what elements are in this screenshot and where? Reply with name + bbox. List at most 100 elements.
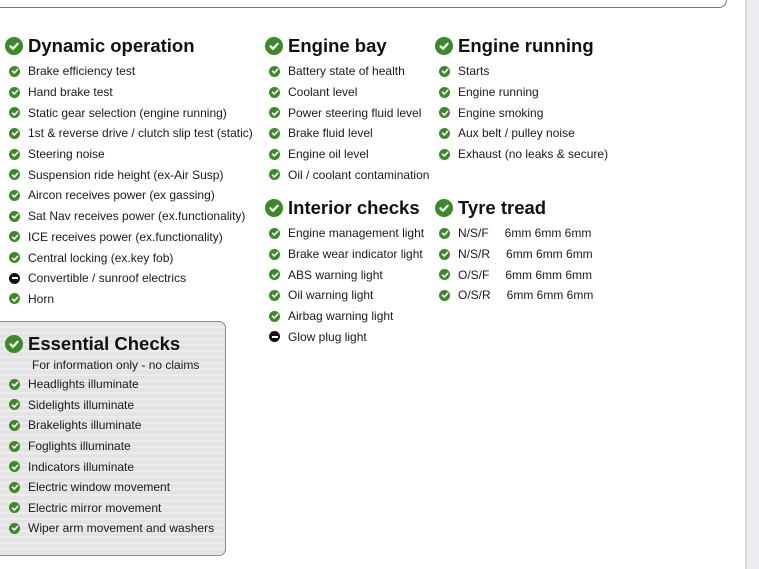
check-item: Sidelights illuminate bbox=[5, 395, 214, 416]
check-item-label: Indicators illuminate bbox=[28, 459, 135, 474]
check-item-label: Sat Nav receives power (ex.functionality… bbox=[28, 209, 246, 224]
check-item-label: O/S/F bbox=[458, 267, 490, 282]
check-circle-icon bbox=[9, 189, 20, 201]
section-essential-checks: Essential Checks For information only - n… bbox=[5, 331, 214, 539]
check-item: Suspension ride height (ex-Air Susp) bbox=[5, 164, 253, 185]
check-circle-icon bbox=[269, 289, 280, 301]
check-item: Aircon receives power (ex gassing) bbox=[5, 185, 253, 206]
check-item: Electric window movement bbox=[5, 477, 214, 498]
check-item-label: Engine smoking bbox=[458, 105, 544, 120]
check-item: Central locking (ex.key fob) bbox=[5, 247, 253, 268]
section-title-text: Essential Checks bbox=[28, 333, 181, 354]
check-circle-icon bbox=[9, 127, 20, 139]
check-item-label: Central locking (ex.key fob) bbox=[28, 250, 174, 265]
section-title-text: Engine running bbox=[458, 35, 594, 56]
check-item-label: Brake fluid level bbox=[288, 126, 373, 141]
check-circle-icon bbox=[435, 37, 453, 55]
check-item-label: Electric mirror movement bbox=[28, 500, 162, 515]
info-note: For information only - no claims bbox=[32, 358, 200, 372]
section-title-text: Engine bay bbox=[288, 35, 387, 56]
check-item-label: Starts bbox=[458, 64, 490, 79]
check-circle-icon bbox=[439, 227, 450, 239]
essential-checks-panel bbox=[0, 321, 226, 556]
check-item-label: Oil / coolant contamination bbox=[288, 167, 430, 182]
check-item-label: Brakelights illuminate bbox=[28, 418, 142, 433]
check-circle-icon bbox=[9, 148, 20, 160]
tread-depth: 6mm 6mm 6mm bbox=[505, 267, 593, 282]
check-item-label: ICE receives power (ex.functionality) bbox=[28, 229, 223, 244]
section-title: Interior checks bbox=[265, 195, 424, 221]
check-item: ABS warning light bbox=[265, 264, 424, 285]
check-circle-icon bbox=[9, 169, 20, 181]
check-item: ICE receives power (ex.functionality) bbox=[5, 227, 253, 248]
check-item: Sat Nav receives power (ex.functionality… bbox=[5, 206, 253, 227]
check-item-label: Brake efficiency test bbox=[28, 64, 136, 79]
check-circle-icon bbox=[435, 199, 453, 217]
check-item: Foglights illuminate bbox=[5, 436, 214, 457]
check-item-label: Electric window movement bbox=[28, 480, 171, 495]
check-item-label: N/S/F bbox=[458, 226, 489, 241]
section-title-text: Tyre tread bbox=[458, 197, 547, 218]
check-item: Headlights illuminate bbox=[5, 374, 214, 395]
section-interior-checks: Interior checks Engine management light Br… bbox=[265, 195, 424, 347]
check-item: Battery state of health bbox=[265, 61, 429, 82]
check-item: Indicators illuminate bbox=[5, 456, 214, 477]
check-item-label: Sidelights illuminate bbox=[28, 397, 135, 412]
check-circle-icon bbox=[269, 227, 280, 239]
check-circle-icon bbox=[439, 148, 450, 160]
section-title: Tyre tread bbox=[435, 195, 593, 221]
check-item-label: Aux belt / pulley noise bbox=[458, 126, 575, 141]
section-title-text: Interior checks bbox=[288, 197, 420, 218]
section-title: Engine running bbox=[435, 33, 608, 59]
check-item-label: Foglights illuminate bbox=[28, 439, 131, 454]
check-circle-icon bbox=[5, 37, 23, 55]
check-item-label: Glow plug light bbox=[288, 329, 367, 344]
tread-depth: 6mm 6mm 6mm bbox=[506, 288, 594, 303]
check-item-label: O/S/R bbox=[458, 288, 491, 303]
check-circle-icon bbox=[265, 37, 283, 55]
check-item: Exhaust (no leaks & secure) bbox=[435, 144, 608, 165]
check-item: N/S/F 6mm 6mm 6mm bbox=[435, 223, 593, 244]
check-item-label: 1st & reverse drive / clutch slip test (… bbox=[28, 126, 253, 141]
check-item: Airbag warning light bbox=[265, 306, 424, 327]
check-item: Coolant level bbox=[265, 82, 429, 103]
check-circle-icon bbox=[269, 269, 280, 281]
check-circle-icon bbox=[9, 65, 20, 77]
check-circle-icon bbox=[9, 378, 20, 390]
check-item-label: Engine management light bbox=[288, 226, 425, 241]
check-circle-icon bbox=[9, 231, 20, 243]
check-circle-icon bbox=[9, 461, 20, 473]
check-item-label: N/S/R bbox=[458, 247, 491, 262]
check-circle-icon bbox=[439, 86, 450, 98]
check-circle-icon bbox=[439, 248, 450, 260]
check-item-label: Convertible / sunroof electrics bbox=[28, 271, 187, 286]
check-item-label: Oil warning light bbox=[288, 288, 374, 303]
check-circle-icon bbox=[9, 293, 20, 305]
check-circle-icon bbox=[269, 65, 280, 77]
check-item: Static gear selection (engine running) bbox=[5, 102, 253, 123]
check-circle-icon bbox=[5, 335, 23, 353]
section-title: Dynamic operation bbox=[5, 33, 253, 59]
top-panel bbox=[0, 0, 727, 8]
check-item-label: Brake wear indicator light bbox=[288, 247, 423, 262]
check-circle-icon bbox=[269, 86, 280, 98]
check-item: Starts bbox=[435, 61, 608, 82]
check-item: Engine oil level bbox=[265, 144, 429, 165]
check-item-label: Engine oil level bbox=[288, 147, 369, 162]
check-circle-icon bbox=[9, 107, 20, 119]
check-circle-icon bbox=[9, 210, 20, 222]
check-item-label: Hand brake test bbox=[28, 85, 113, 100]
not-applicable-icon bbox=[9, 272, 20, 284]
check-circle-icon bbox=[9, 522, 20, 534]
check-circle-icon bbox=[439, 127, 450, 139]
section-title: Essential Checks bbox=[5, 331, 214, 357]
section-engine-running: Engine running Starts Engine running Engine… bbox=[435, 33, 608, 164]
scrollbar[interactable] bbox=[745, 0, 759, 569]
check-item: Power steering fluid level bbox=[265, 102, 429, 123]
check-circle-icon bbox=[9, 481, 20, 493]
check-item: Hand brake test bbox=[5, 82, 253, 103]
check-item: O/S/R 6mm 6mm 6mm bbox=[435, 285, 593, 306]
check-circle-icon bbox=[9, 502, 20, 514]
check-item: Engine running bbox=[435, 82, 608, 103]
check-circle-icon bbox=[269, 107, 280, 119]
